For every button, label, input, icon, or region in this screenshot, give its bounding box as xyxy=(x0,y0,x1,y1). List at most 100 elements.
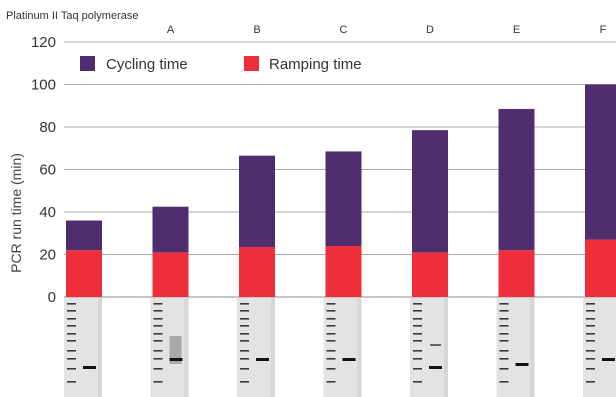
bar-segment-cycling xyxy=(239,155,275,248)
gel-ladder-band xyxy=(67,325,76,327)
gel-ladder-band xyxy=(413,333,422,335)
y-tick-label: 40 xyxy=(39,204,56,221)
gel-ladder-band xyxy=(326,368,336,370)
bar-segment-ramping xyxy=(152,252,189,297)
bar-segment-cycling xyxy=(325,151,362,246)
bar-segment-cycling xyxy=(412,130,448,253)
gel-ladder-band xyxy=(67,381,76,383)
gel-ladder-band xyxy=(153,333,163,335)
gel-ladder-band xyxy=(586,310,595,312)
gel-ladder-band xyxy=(413,358,422,360)
gel-ladder-band xyxy=(240,318,249,320)
gel-ladder-band xyxy=(153,358,163,360)
bar-segment-ramping xyxy=(66,250,102,297)
gel-ladder-band xyxy=(413,303,422,305)
gel-ladder-band xyxy=(586,381,595,383)
gel-ladder-band xyxy=(240,325,249,327)
gel-ladder-band xyxy=(499,310,509,312)
gel-product-band xyxy=(256,358,269,361)
gel-ladder-band xyxy=(413,310,422,312)
gel-ladder-band xyxy=(326,303,336,305)
y-tick-label: 100 xyxy=(31,77,56,94)
gel-ladder-band xyxy=(499,340,509,342)
gel-image xyxy=(237,298,275,397)
gel-ladder-band xyxy=(499,368,509,370)
category-labels: A B C D E F xyxy=(167,24,607,36)
category-label: E xyxy=(513,24,520,36)
gel-ladder-band xyxy=(240,333,249,335)
gel-ladder-band xyxy=(326,340,336,342)
bar-segment-ramping xyxy=(585,239,616,297)
gel-product-band xyxy=(515,363,529,366)
gel-ladder-band xyxy=(326,325,336,327)
gel-ladder-band xyxy=(499,333,509,335)
gel-ladder-band xyxy=(67,318,76,320)
gel-ladder-band xyxy=(326,358,336,360)
legend-label-cycling: Cycling time xyxy=(106,56,188,73)
gel-background xyxy=(583,298,616,397)
gel-ladder-band xyxy=(153,303,163,305)
gel-product-band xyxy=(429,366,442,369)
gel-ladder-band xyxy=(240,303,249,305)
gel-ladder-band xyxy=(240,381,249,383)
gel-ladder-band xyxy=(586,325,595,327)
gel-ladder-band xyxy=(153,310,163,312)
gel-ladder-band xyxy=(499,303,509,305)
bar-segment-ramping xyxy=(325,246,362,297)
gel-ladder-band xyxy=(326,350,336,352)
chart-subtitle: Platinum II Taq polymerase xyxy=(6,10,138,22)
gel-ladder-band xyxy=(413,318,422,320)
legend-label-ramping: Ramping time xyxy=(269,56,362,73)
gel-ladder-band xyxy=(586,368,595,370)
gel-ladder-band xyxy=(413,368,422,370)
gel-ladder-band xyxy=(499,358,509,360)
y-axis-label: PCR run time (min) xyxy=(8,153,24,273)
bar-segment-cycling xyxy=(498,108,535,251)
category-label: D xyxy=(426,24,434,36)
gel-ladder-band xyxy=(153,340,163,342)
category-label: A xyxy=(167,24,175,36)
category-label: C xyxy=(340,24,348,36)
gel-background xyxy=(237,298,275,397)
gel-ladder-band xyxy=(67,340,76,342)
gel-background xyxy=(323,298,362,397)
gel-ladder-band xyxy=(240,340,249,342)
gel-ladder-band xyxy=(586,358,595,360)
y-tick-label: 80 xyxy=(39,119,56,136)
gel-background xyxy=(410,298,448,397)
category-label: F xyxy=(600,24,607,36)
gel-edge xyxy=(271,298,275,397)
gel-ladder-band xyxy=(153,350,163,352)
gel-ladder-band xyxy=(240,358,249,360)
gel-ladder-band xyxy=(240,310,249,312)
y-tick-label: 20 xyxy=(39,247,56,264)
gel-product-band xyxy=(342,358,356,361)
gel-ladder-band xyxy=(153,381,163,383)
bar-segment-ramping xyxy=(239,247,275,297)
gel-edge xyxy=(444,298,448,397)
gel-ladder-band xyxy=(153,318,163,320)
gel-ladder-band xyxy=(326,381,336,383)
gel-images xyxy=(64,298,616,397)
gel-ladder-band xyxy=(67,310,76,312)
gel-ladder-band xyxy=(586,350,595,352)
stacked-bars xyxy=(66,84,616,297)
gel-ladder-band xyxy=(326,310,336,312)
gel-image xyxy=(323,298,362,397)
gel-ladder-band xyxy=(413,325,422,327)
gel-edge xyxy=(357,298,362,397)
y-tick-label: 120 xyxy=(31,34,56,51)
gel-image xyxy=(496,298,535,397)
gel-ladder-band xyxy=(240,368,249,370)
gel-product-band xyxy=(83,366,96,369)
bar-segment-cycling xyxy=(585,84,616,240)
gel-ladder-band xyxy=(67,358,76,360)
gel-ladder-band xyxy=(67,333,76,335)
gel-ladder-band xyxy=(413,381,422,383)
gel-faint-band xyxy=(430,344,441,346)
gel-ladder-band xyxy=(586,340,595,342)
gel-ladder-band xyxy=(586,318,595,320)
gel-ladder-band xyxy=(240,350,249,352)
gel-ladder-band xyxy=(153,368,163,370)
